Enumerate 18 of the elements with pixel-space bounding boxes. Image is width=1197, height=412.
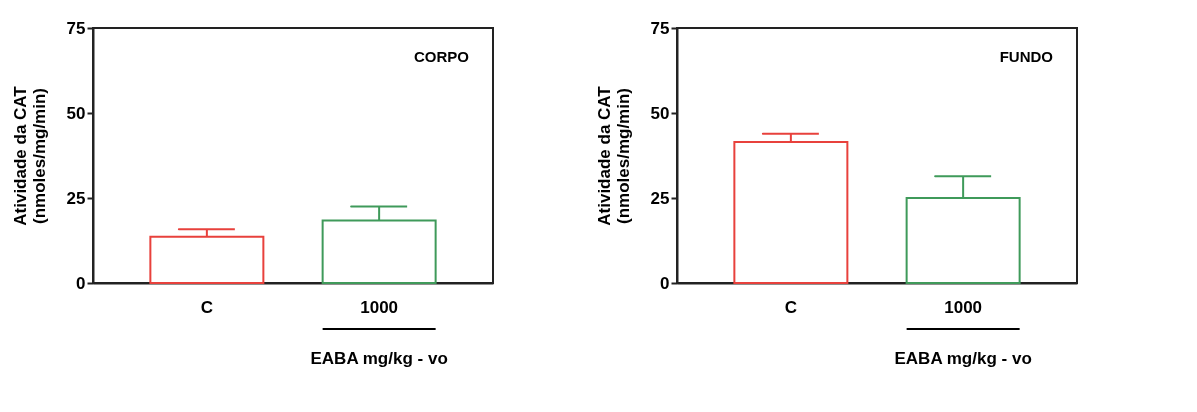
y-tick-label: 0 xyxy=(76,273,86,293)
y-tick-label: 75 xyxy=(66,18,86,38)
y-tick-label: 25 xyxy=(650,188,670,208)
x-axis-title: EABA mg/kg - vo xyxy=(310,349,448,368)
annotation: CORPO xyxy=(413,48,470,65)
y-tick-label: 25 xyxy=(66,188,86,208)
x-tick-label: 1000 xyxy=(944,297,983,317)
y-axis-title: Atividade da CAT (nmoles/mg/min) xyxy=(594,85,633,226)
x-tick-label: C xyxy=(200,297,214,317)
annotation: FUNDO xyxy=(999,48,1054,65)
y-tick-label: 0 xyxy=(660,273,670,293)
y-tick-label: 50 xyxy=(66,103,86,123)
y-axis-title: Atividade da CAT (nmoles/mg/min) xyxy=(10,85,49,226)
x-tick-label: C xyxy=(784,297,798,317)
x-tick-label: 1000 xyxy=(360,297,399,317)
y-tick-label: 50 xyxy=(650,103,670,123)
x-axis-title: EABA mg/kg - vo xyxy=(894,349,1032,368)
y-tick-label: 75 xyxy=(650,18,670,38)
